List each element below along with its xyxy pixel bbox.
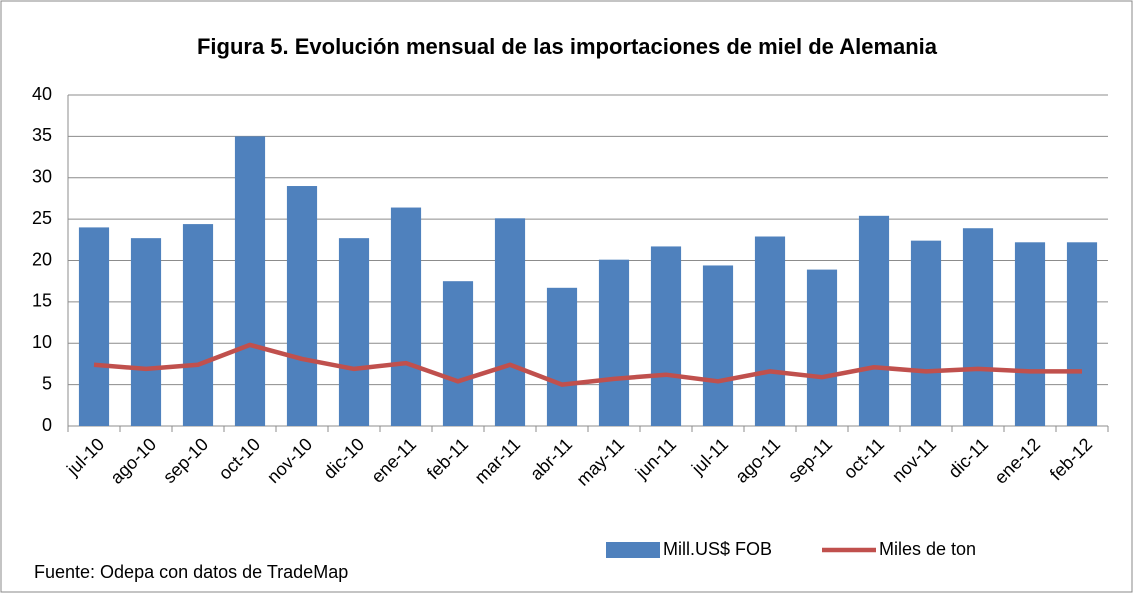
y-tick-label: 0 (42, 415, 52, 435)
bar (494, 218, 526, 426)
y-tick-label: 40 (32, 84, 52, 104)
legend-label: Mill.US$ FOB (663, 539, 772, 559)
line (93, 342, 1082, 387)
chart-title: Figura 5. Evolución mensual de las impor… (197, 34, 938, 59)
source: Fuente: Odepa con datos de TradeMap (34, 562, 348, 582)
bar (442, 281, 474, 426)
bar (858, 215, 890, 426)
bar (234, 136, 266, 426)
bar (182, 224, 214, 426)
bar (338, 238, 370, 426)
y-tick-label: 30 (32, 167, 52, 187)
bar (546, 287, 578, 426)
y-tick-label: 10 (32, 332, 52, 352)
legend-swatch (606, 542, 660, 558)
bar (1066, 242, 1098, 426)
y-tick-label: 15 (32, 291, 52, 311)
y-tick-label: 20 (32, 249, 52, 269)
bar (910, 240, 942, 426)
legend-label: Miles de ton (879, 539, 976, 559)
y-tick-label: 25 (32, 208, 52, 228)
bar (702, 265, 734, 426)
bar (130, 238, 162, 426)
y-tick-label: 35 (32, 125, 52, 145)
bar (78, 227, 110, 426)
bar (806, 269, 838, 426)
bar (754, 236, 786, 426)
bar (962, 228, 994, 426)
bar (1014, 242, 1046, 426)
y-tick-label: 5 (42, 373, 52, 393)
bar (390, 207, 422, 426)
bar (650, 246, 682, 426)
bar (598, 259, 630, 426)
bar (286, 186, 318, 426)
